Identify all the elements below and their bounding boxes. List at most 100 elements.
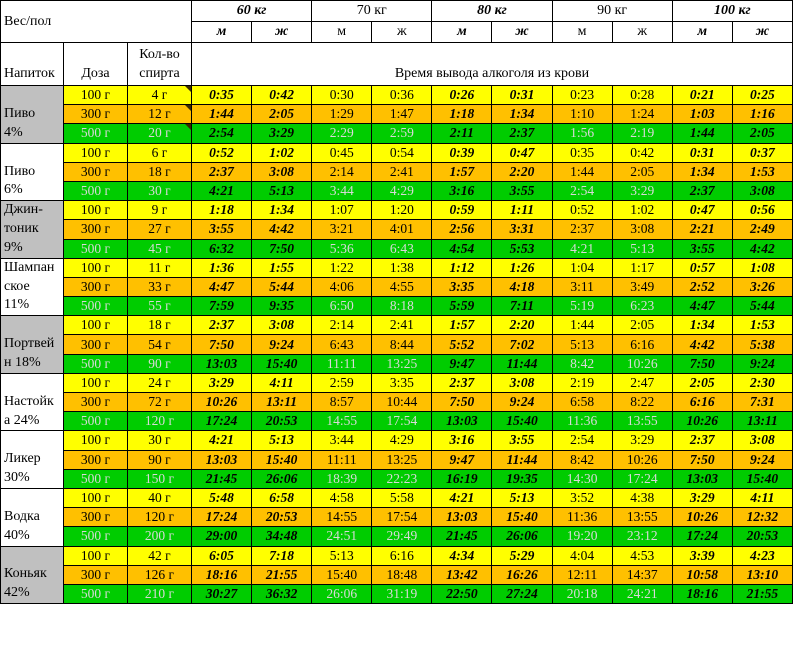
time-cell: 5:13 bbox=[492, 488, 553, 509]
spirit-amount-text: 90 г bbox=[148, 355, 171, 371]
time-cell: 3:55 bbox=[672, 239, 733, 259]
time-cell: 31:19 bbox=[372, 584, 433, 605]
time-cell: 10:26 bbox=[672, 508, 733, 528]
spirit-amount-text: 55 г bbox=[148, 298, 171, 314]
time-cell: 4:47 bbox=[672, 297, 733, 317]
dose-cell: 100 г bbox=[64, 488, 128, 509]
time-cell: 5:36 bbox=[312, 239, 373, 259]
spirit-amount-cell: 27 г bbox=[128, 220, 192, 240]
time-cell: 6:16 bbox=[612, 335, 673, 355]
time-cell: 3:39 bbox=[672, 546, 733, 566]
drink-label-line: Пиво bbox=[4, 163, 36, 179]
time-cell: 4:21 bbox=[192, 181, 253, 202]
time-cell: 11:44 bbox=[492, 450, 553, 470]
time-cell: 2:59 bbox=[372, 124, 433, 144]
time-cell: 7:50 bbox=[192, 335, 253, 355]
time-cell: 3:21 bbox=[312, 220, 373, 240]
time-cell: 10:44 bbox=[372, 393, 433, 413]
time-cell: 13:10 bbox=[732, 565, 793, 585]
time-cell: 18:16 bbox=[192, 565, 253, 585]
spirit-amount-cell: 33 г bbox=[128, 277, 192, 298]
drink-label-line: тоник bbox=[4, 221, 39, 237]
time-cell: 3:44 bbox=[312, 181, 373, 202]
spirit-amount-text: 45 г bbox=[148, 240, 171, 256]
time-cell: 26:06 bbox=[312, 584, 373, 605]
time-cell: 1:03 bbox=[672, 105, 733, 125]
time-cell: 13:03 bbox=[192, 450, 253, 470]
time-cell: 4:55 bbox=[372, 277, 433, 298]
drink-label: Джин-тоник 9% bbox=[0, 201, 64, 259]
time-cell: 9:24 bbox=[732, 354, 793, 374]
time-cell: 2:41 bbox=[372, 162, 433, 182]
time-cell: 16:26 bbox=[492, 565, 553, 585]
time-cell: 23:12 bbox=[612, 527, 673, 547]
time-cell: 11:36 bbox=[552, 508, 613, 528]
time-cell: 2:54 bbox=[552, 181, 613, 202]
time-cell: 13:03 bbox=[432, 508, 493, 528]
time-cell: 2:37 bbox=[192, 316, 253, 336]
time-cell: 6:58 bbox=[252, 488, 313, 509]
time-cell: 3:26 bbox=[732, 277, 793, 298]
spirit-amount-cell: 24 г bbox=[128, 373, 192, 393]
spirit-amount-cell: 120 г bbox=[128, 508, 192, 528]
time-cell: 2:30 bbox=[732, 373, 793, 393]
time-cell: 1:36 bbox=[192, 258, 253, 278]
time-cell: 1:10 bbox=[552, 105, 613, 125]
dose-cell: 100 г bbox=[64, 431, 128, 451]
time-cell: 24:21 bbox=[612, 584, 673, 605]
time-cell: 7:18 bbox=[252, 546, 313, 566]
weight-sex-header: Вес/пол bbox=[0, 0, 192, 43]
time-cell: 29:49 bbox=[372, 527, 433, 547]
spirit-amount-cell: 20 г bbox=[128, 124, 192, 144]
time-cell: 7:50 bbox=[432, 393, 493, 413]
spirit-amount-cell: 9 г bbox=[128, 201, 192, 221]
dose-cell: 300 г bbox=[64, 508, 128, 528]
dose-cell: 100 г bbox=[64, 86, 128, 106]
time-cell: 0:47 bbox=[672, 201, 733, 221]
time-cell: 15:40 bbox=[492, 412, 553, 432]
time-cell: 1:24 bbox=[612, 105, 673, 125]
time-cell: 1:56 bbox=[552, 124, 613, 144]
time-cell: 0:42 bbox=[612, 143, 673, 163]
time-cell: 1:38 bbox=[372, 258, 433, 278]
time-cell: 7:02 bbox=[492, 335, 553, 355]
drink-label: Портвей н 18% bbox=[0, 316, 64, 374]
time-cell: 7:50 bbox=[252, 239, 313, 259]
time-cell: 0:37 bbox=[732, 143, 793, 163]
drink-label-line: 40% bbox=[4, 527, 30, 543]
sex-header-m: м bbox=[432, 22, 493, 43]
time-cell: 0:31 bbox=[492, 86, 553, 106]
dose-cell: 300 г bbox=[64, 162, 128, 182]
time-cell: 10:26 bbox=[672, 412, 733, 432]
time-cell: 6:43 bbox=[312, 335, 373, 355]
time-cell: 1:47 bbox=[372, 105, 433, 125]
time-cell: 1:44 bbox=[672, 124, 733, 144]
time-cell: 2:59 bbox=[312, 373, 373, 393]
time-cell: 2:05 bbox=[732, 124, 793, 144]
time-cell: 6:58 bbox=[552, 393, 613, 413]
time-cell: 7:50 bbox=[672, 354, 733, 374]
time-cell: 0:42 bbox=[252, 86, 313, 106]
dose-cell: 500 г bbox=[64, 124, 128, 144]
time-cell: 3:55 bbox=[492, 431, 553, 451]
spirit-amount-cell: 72 г bbox=[128, 393, 192, 413]
drink-label: Пиво 6% bbox=[0, 143, 64, 202]
time-cell: 1:34 bbox=[672, 316, 733, 336]
dose-cell: 300 г bbox=[64, 393, 128, 413]
time-cell: 19:35 bbox=[492, 469, 553, 489]
drink-label-line: Джин- bbox=[4, 202, 43, 218]
time-cell: 0:35 bbox=[192, 86, 253, 106]
time-cell: 0:21 bbox=[672, 86, 733, 106]
time-cell: 9:24 bbox=[732, 450, 793, 470]
time-cell: 4:54 bbox=[432, 239, 493, 259]
time-cell: 3:11 bbox=[552, 277, 613, 298]
spirit-amount-text: 210 г bbox=[144, 585, 175, 601]
time-cell: 4:23 bbox=[732, 546, 793, 566]
dose-cell: 500 г bbox=[64, 297, 128, 317]
time-cell: 5:52 bbox=[432, 335, 493, 355]
time-cell: 1:18 bbox=[432, 105, 493, 125]
time-cell: 13:03 bbox=[672, 469, 733, 489]
time-cell: 4:21 bbox=[432, 488, 493, 509]
time-cell: 5:48 bbox=[192, 488, 253, 509]
time-cell: 0:45 bbox=[312, 143, 373, 163]
